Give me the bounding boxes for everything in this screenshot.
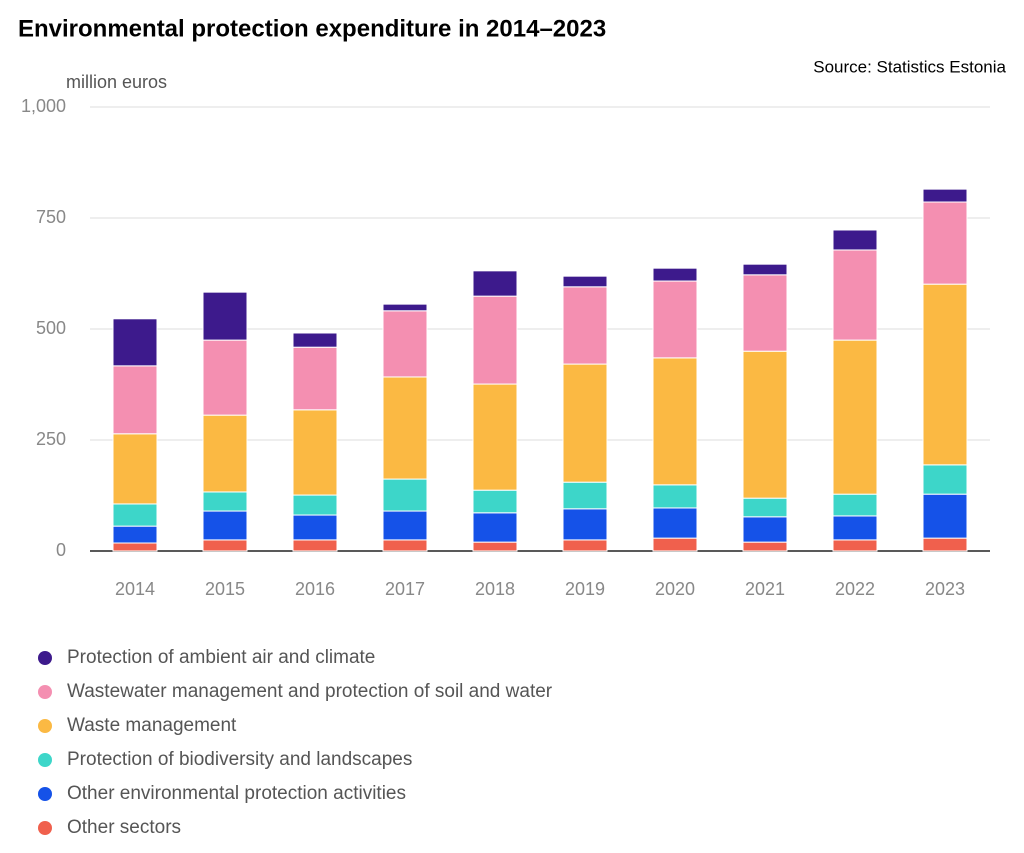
source: Source: Statistics Estonia bbox=[813, 57, 1006, 76]
bar-segment bbox=[832, 539, 878, 552]
bar-segment bbox=[652, 537, 698, 552]
legend-swatch bbox=[38, 685, 52, 699]
legend-label: Wastewater management and protection of … bbox=[67, 681, 553, 702]
bar-segment bbox=[292, 332, 338, 348]
x-tick-label: 2017 bbox=[385, 579, 425, 599]
bar-segment bbox=[112, 525, 158, 544]
bar-segment bbox=[652, 267, 698, 282]
bar-segment bbox=[112, 318, 158, 367]
bar-segment bbox=[202, 539, 248, 552]
bar-segment bbox=[472, 489, 518, 514]
y-axis-label: million euros bbox=[66, 72, 167, 92]
bar-segment bbox=[382, 310, 428, 378]
bar-segment bbox=[382, 303, 428, 312]
bar-segment bbox=[832, 493, 878, 517]
x-tick-label: 2023 bbox=[925, 579, 965, 599]
bar-segment bbox=[742, 263, 788, 276]
bar-segment bbox=[562, 508, 608, 541]
bar-segment bbox=[112, 503, 158, 527]
bar-segment bbox=[112, 542, 158, 552]
y-tick-label: 750 bbox=[36, 207, 66, 227]
y-tick-label: 500 bbox=[36, 318, 66, 338]
x-tick-label: 2018 bbox=[475, 579, 515, 599]
y-tick-label: 1,000 bbox=[21, 96, 66, 116]
bar-segment bbox=[652, 357, 698, 486]
legend-label: Other environmental protection activitie… bbox=[67, 783, 406, 804]
bar-segment bbox=[922, 493, 968, 539]
bar-segment bbox=[562, 363, 608, 483]
x-tick-label: 2015 bbox=[205, 579, 245, 599]
legend-label: Protection of biodiversity and landscape… bbox=[67, 749, 412, 770]
bar-segment bbox=[832, 339, 878, 495]
x-tick-label: 2021 bbox=[745, 579, 785, 599]
bar-segment bbox=[202, 339, 248, 416]
bar-segment bbox=[922, 283, 968, 466]
legend-swatch bbox=[38, 821, 52, 835]
bar-segment bbox=[832, 249, 878, 341]
bar-segment bbox=[472, 512, 518, 543]
legend-swatch bbox=[38, 787, 52, 801]
x-tick-label: 2016 bbox=[295, 579, 335, 599]
bar-segment bbox=[472, 383, 518, 491]
bar-segment bbox=[742, 516, 788, 543]
bar-segment bbox=[922, 464, 968, 495]
bar-segment bbox=[202, 510, 248, 541]
bar-segment bbox=[742, 274, 788, 352]
bar-segment bbox=[832, 515, 878, 541]
x-tick-label: 2020 bbox=[655, 579, 695, 599]
x-tick-label: 2014 bbox=[115, 579, 155, 599]
bar-segment bbox=[202, 491, 248, 512]
bar-segment bbox=[832, 229, 878, 251]
legend-swatch bbox=[38, 753, 52, 767]
bar-segment bbox=[382, 376, 428, 480]
bar-segment bbox=[562, 275, 608, 288]
bar-segment bbox=[472, 295, 518, 385]
bar-segment bbox=[202, 291, 248, 341]
bar-segment bbox=[472, 270, 518, 297]
bar-segment bbox=[652, 484, 698, 509]
legend-swatch bbox=[38, 719, 52, 733]
legend-label: Protection of ambient air and climate bbox=[67, 647, 375, 668]
legend-label: Waste management bbox=[67, 715, 237, 736]
bar-segment bbox=[742, 541, 788, 552]
bar-segment bbox=[112, 433, 158, 505]
bar-segment bbox=[382, 478, 428, 512]
bar-segment bbox=[382, 539, 428, 552]
bar-segment bbox=[922, 201, 968, 285]
bar-segment bbox=[562, 286, 608, 365]
bar-segment bbox=[562, 539, 608, 552]
bar-segment bbox=[742, 350, 788, 499]
bar-segment bbox=[922, 188, 968, 203]
x-tick-label: 2022 bbox=[835, 579, 875, 599]
bar-segment bbox=[112, 365, 158, 435]
bar-segment bbox=[382, 510, 428, 541]
x-tick-label: 2019 bbox=[565, 579, 605, 599]
y-tick-label: 250 bbox=[36, 429, 66, 449]
bar-segment bbox=[472, 541, 518, 552]
legend-swatch bbox=[38, 651, 52, 665]
chart-title: Environmental protection expenditure in … bbox=[18, 15, 606, 42]
legend-label: Other sectors bbox=[67, 817, 181, 838]
bar-segment bbox=[292, 539, 338, 552]
bar-segment bbox=[292, 514, 338, 541]
bar-segment bbox=[202, 414, 248, 493]
bar-segment bbox=[562, 481, 608, 510]
bar-segment bbox=[292, 494, 338, 516]
bar-segment bbox=[292, 409, 338, 496]
y-tick-label: 0 bbox=[56, 540, 66, 560]
bar-segment bbox=[652, 280, 698, 359]
bar-segment bbox=[652, 507, 698, 539]
bar-segment bbox=[742, 497, 788, 518]
bar-segment bbox=[922, 537, 968, 552]
bar-segment bbox=[292, 346, 338, 411]
